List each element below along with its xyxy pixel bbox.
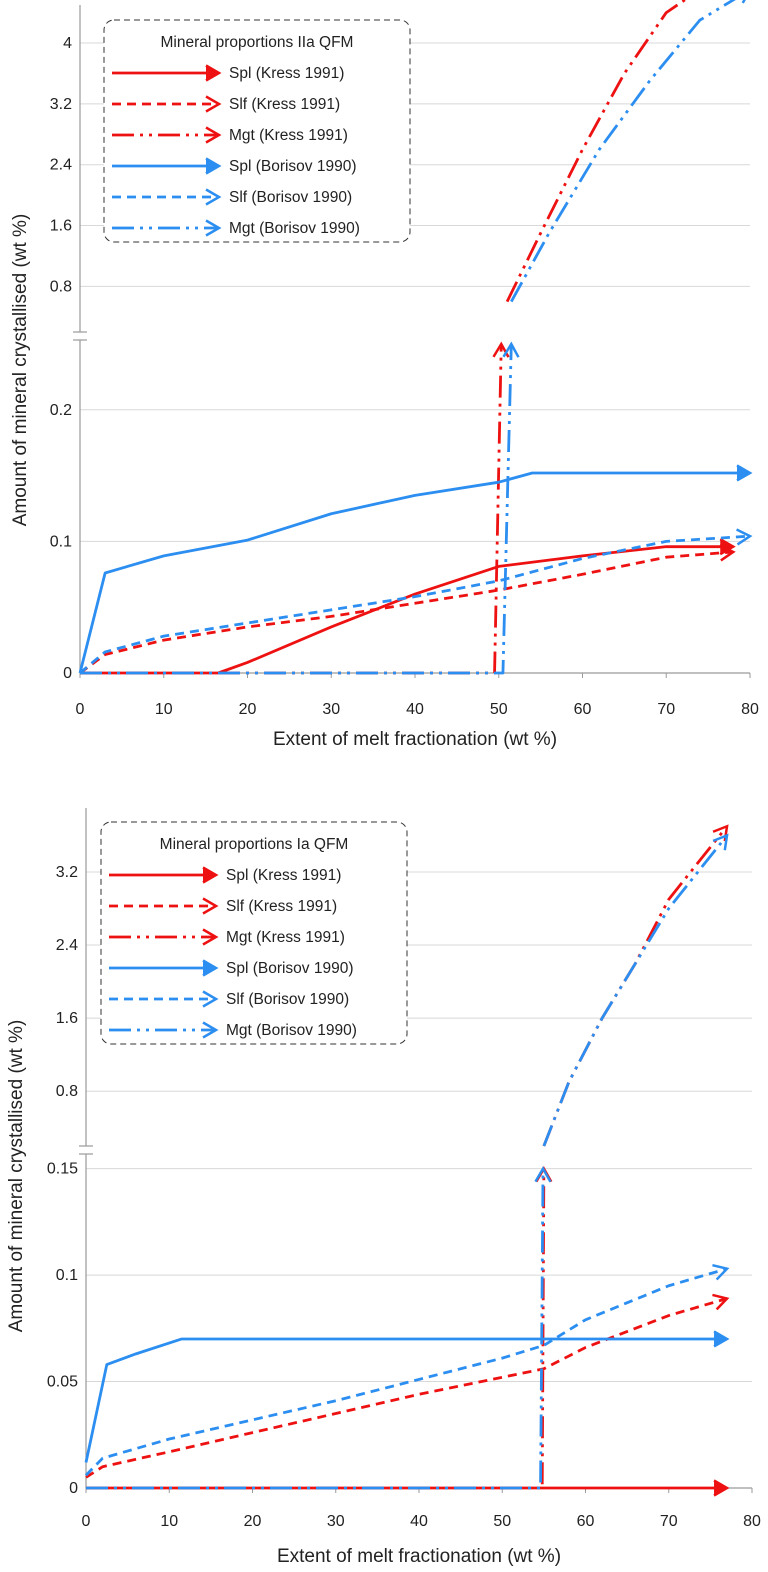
series-mgt-kress-1991-line	[80, 343, 503, 675]
x-axis-title: Extent of melt fractionation (wt %)	[277, 1546, 561, 1567]
y-axis-title: Amount of mineral crystallised (wt %)	[10, 214, 31, 527]
chart-ia-qfm: 0 0.05 0.1 0.15 0.8 1.6 2.4 3.2 0 10 20 30 40 50 60 70 8…	[6, 808, 761, 1567]
x-tick-label: 70	[657, 701, 675, 718]
x-tick-label: 60	[577, 1513, 595, 1530]
y-tick-label: 0	[63, 665, 72, 682]
legend-entry-label: Slf (Kress 1991)	[229, 96, 340, 113]
legend-swatch-arrow	[205, 188, 222, 206]
x-tick-label: 30	[327, 1513, 345, 1530]
legend-swatch-arrow	[205, 95, 222, 113]
series-slf-borisov-1990-line	[79, 534, 751, 675]
series-slf-borisov-1990-line	[84, 1267, 728, 1477]
legend-swatch-arrow	[202, 866, 219, 884]
legend-box	[103, 19, 411, 243]
legend-swatch-arrow	[205, 219, 222, 237]
x-tick-label: 40	[410, 1513, 428, 1530]
series-slf-kress-1991-line	[85, 1297, 728, 1479]
legend-title: Mineral proportions IIa QFM	[161, 34, 354, 51]
legend-swatch-arrow	[202, 1021, 219, 1039]
series-spl-borisov-1990-arrow	[713, 1330, 730, 1348]
x-tick-label: 20	[239, 701, 257, 718]
legend-swatch-arrow	[205, 64, 222, 82]
legend-box	[100, 821, 408, 1045]
legend-entry-label: Slf (Borisov 1990)	[229, 189, 352, 206]
legend-entry-label: Spl (Borisov 1990)	[229, 158, 357, 175]
legend: Mineral proportions IIa QFM Spl (Kress 19…	[103, 19, 411, 243]
y-tick-label: 2.4	[50, 157, 72, 174]
legend: Mineral proportions Ia QFM Spl (Kress 199…	[100, 821, 408, 1045]
legend-swatch-arrow	[205, 126, 222, 144]
chart-panel-iia-qfm: 0 0.1 0.2 0.8 1.6 2.4 3.2 4 0 10 20 30 40 50 60 70 80 Ext…	[10, 0, 759, 750]
y-tick-label: 0.05	[47, 1374, 78, 1391]
legend-entry-label: Mgt (Borisov 1990)	[229, 220, 360, 237]
x-tick-label: 80	[743, 1513, 761, 1530]
legend-swatch-arrow	[202, 959, 219, 977]
y-tick-label: 3.2	[50, 96, 72, 113]
series-slf-kress-1991-arrow	[719, 544, 736, 562]
series-mgt-borisov-1990-arrow	[712, 833, 729, 851]
x-tick-label: 10	[160, 1513, 178, 1530]
series-mgt-borisov-1990-line-upper	[542, 834, 729, 1147]
legend-entry-label: Spl (Kress 1991)	[229, 65, 344, 82]
series-spl-borisov-1990-line	[84, 1337, 728, 1463]
y-tick-label: 0.2	[50, 402, 72, 419]
legend-entry-label: Slf (Borisov 1990)	[226, 991, 349, 1008]
series-spl-kress-1991-line	[80, 545, 734, 675]
y-tick-label: 0.8	[56, 1083, 78, 1100]
series-spl-borisov-1990-arrow	[736, 464, 753, 482]
legend-entry-label: Spl (Kress 1991)	[226, 867, 341, 884]
y-tick-label: 0.15	[47, 1161, 78, 1178]
series-slf-kress-1991-line	[79, 550, 734, 675]
legend-entry-label: Slf (Kress 1991)	[226, 898, 337, 915]
x-tick-label: 10	[155, 701, 173, 718]
y-tick-label: 2.4	[56, 937, 78, 954]
series-spl-borisov-1990-line	[78, 471, 750, 674]
legend-swatch-arrow	[205, 157, 222, 175]
series-spl-kress-1991-arrow	[719, 538, 736, 556]
legend-swatch-arrow	[202, 897, 219, 915]
series-mgt-kress-1991-line-upper	[505, 0, 688, 303]
y-tick-label: 0.8	[50, 278, 72, 295]
x-tick-label: 20	[244, 1513, 262, 1530]
x-tick-label: 0	[76, 701, 85, 718]
x-tick-label: 80	[741, 701, 759, 718]
legend-title: Mineral proportions Ia QFM	[160, 836, 349, 853]
y-tick-label: 0.1	[56, 1267, 78, 1284]
legend-entry-label: Mgt (Borisov 1990)	[226, 1022, 357, 1039]
series-mgt-borisov-1990-line	[86, 1168, 545, 1490]
x-tick-label: 60	[574, 701, 592, 718]
series-slf-borisov-1990-arrow	[735, 528, 753, 546]
legend-entry-label: Spl (Borisov 1990)	[226, 960, 354, 977]
series-mgt-kress-1991-line	[86, 1168, 546, 1490]
x-tick-label: 40	[406, 701, 424, 718]
series-slf-borisov-1990-arrow	[712, 1263, 730, 1281]
y-tick-label: 1.6	[56, 1010, 78, 1027]
chart-panel-ia-qfm: 0 0.05 0.1 0.15 0.8 1.6 2.4 3.2 0 10 20 30 40 50 60 70 8…	[0, 786, 768, 1572]
x-tick-label: 70	[660, 1513, 678, 1530]
y-tick-label: 0	[69, 1480, 78, 1497]
series-mgt-borisov-1990-line	[80, 343, 513, 675]
legend-swatch-arrow	[202, 928, 219, 946]
series-spl-kress-1991-arrow	[713, 1479, 730, 1497]
series-mgt-borisov-1990-break-arrow	[502, 341, 520, 358]
x-tick-label: 0	[82, 1513, 91, 1530]
y-tick-label: 1.6	[50, 218, 72, 235]
x-tick-label: 30	[322, 701, 340, 718]
legend-entry-label: Mgt (Kress 1991)	[229, 127, 348, 144]
legend-swatch-arrow	[202, 990, 219, 1008]
y-tick-label: 0.1	[50, 533, 72, 550]
series-mgt-borisov-1990-arrow	[741, 0, 746, 4]
x-tick-label: 50	[493, 1513, 511, 1530]
y-axis-title: Amount of mineral crystallised (wt %)	[6, 1020, 27, 1333]
y-tick-label: 3.2	[56, 864, 78, 881]
series-mgt-borisov-1990-line-upper	[510, 0, 736, 303]
chart-iia-qfm: 00.10.20.81.62.43.240 10 20 30 40 50 60 70 80Ext…	[10, 0, 759, 750]
legend-entry-label: Mgt (Kress 1991)	[226, 929, 345, 946]
series-mgt-kress-1991-line-upper	[542, 825, 729, 1147]
series-slf-kress-1991-arrow	[712, 1293, 730, 1311]
x-axis-title: Extent of melt fractionation (wt %)	[273, 729, 557, 750]
y-tick-label: 4	[63, 35, 72, 52]
series-mgt-borisov-1990-break-arrow	[534, 1166, 552, 1183]
x-tick-label: 50	[490, 701, 508, 718]
